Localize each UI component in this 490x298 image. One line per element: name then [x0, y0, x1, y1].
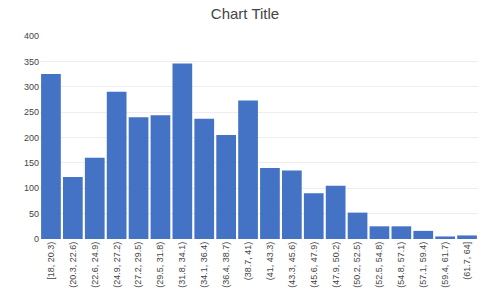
- svg-text:400: 400: [24, 31, 39, 41]
- svg-text:(20.3, 22.6): (20.3, 22.6): [68, 242, 78, 288]
- svg-text:50: 50: [29, 209, 39, 219]
- svg-text:(34.1, 36.4): (34.1, 36.4): [199, 242, 209, 288]
- svg-text:(29.5, 31.8): (29.5, 31.8): [155, 242, 165, 288]
- svg-text:(54.8, 57.1): (54.8, 57.1): [396, 242, 406, 288]
- svg-text:(45.6, 47.9): (45.6, 47.9): [309, 242, 319, 288]
- svg-text:(47.9, 50.2): (47.9, 50.2): [331, 242, 341, 288]
- svg-text:150: 150: [24, 158, 39, 168]
- svg-text:(50.2, 52.5): (50.2, 52.5): [352, 242, 362, 288]
- svg-text:(24.9, 27.2): (24.9, 27.2): [112, 242, 122, 288]
- svg-text:200: 200: [24, 133, 39, 143]
- svg-text:(43.3, 45.6): (43.3, 45.6): [287, 242, 297, 288]
- svg-text:(36.4, 38.7): (36.4, 38.7): [221, 242, 231, 288]
- svg-text:100: 100: [24, 183, 39, 193]
- svg-text:0: 0: [34, 234, 39, 244]
- svg-text:[18, 20.3): [18, 20.3): [46, 242, 56, 280]
- svg-text:(31.8, 34.1): (31.8, 34.1): [177, 242, 187, 288]
- svg-text:(52.5, 54.8): (52.5, 54.8): [374, 242, 384, 288]
- svg-text:300: 300: [24, 82, 39, 92]
- svg-text:(38.7, 41): (38.7, 41): [243, 242, 253, 281]
- svg-text:350: 350: [24, 57, 39, 67]
- svg-text:(27.2, 29.5): (27.2, 29.5): [133, 242, 143, 288]
- svg-text:(59.4, 61.7): (59.4, 61.7): [440, 242, 450, 288]
- svg-text:(61.7, 64]: (61.7, 64]: [462, 242, 472, 280]
- svg-text:250: 250: [24, 107, 39, 117]
- svg-text:(22.6, 24.9): (22.6, 24.9): [90, 242, 100, 288]
- svg-text:(41, 43.3): (41, 43.3): [265, 242, 275, 281]
- svg-text:(57.1, 59.4): (57.1, 59.4): [418, 242, 428, 288]
- svg-text:Chart Title: Chart Title: [211, 5, 279, 22]
